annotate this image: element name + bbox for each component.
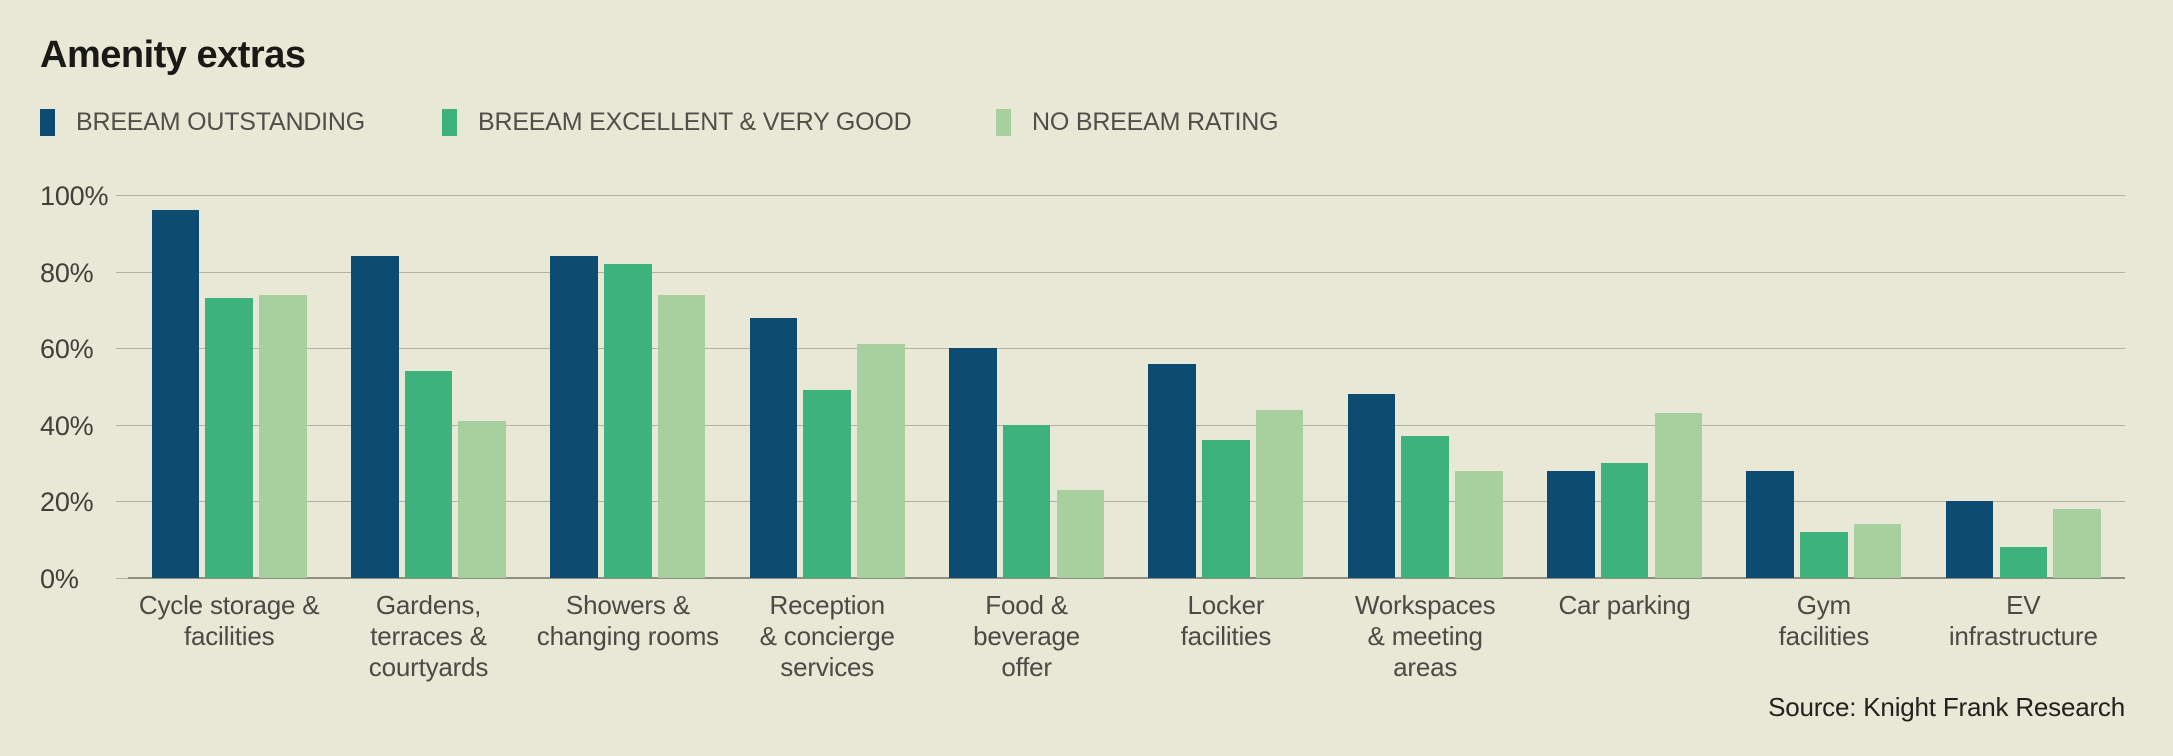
bar-no-breeam-rating	[1056, 489, 1105, 578]
x-axis-category-label: Car parking	[1558, 590, 1691, 620]
bar-breeam-outstanding	[151, 210, 200, 578]
bar-breeam-excellent-very-good	[1002, 424, 1051, 578]
bar-breeam-outstanding	[1347, 394, 1396, 578]
bar-breeam-excellent-very-good	[604, 263, 652, 578]
x-axis-category-label: Showers & changing rooms	[536, 590, 719, 651]
y-axis-tick	[116, 577, 128, 579]
bar-no-breeam-rating	[857, 344, 905, 578]
y-axis-label: 100%	[40, 181, 109, 211]
bar-breeam-excellent-very-good	[1999, 547, 2048, 578]
y-axis-label: 80%	[40, 258, 94, 288]
bar-no-breeam-rating	[657, 294, 706, 578]
bar-no-breeam-rating	[1853, 524, 1902, 578]
x-axis-category-label: Workspaces & meeting areas	[1354, 590, 1496, 682]
gridline	[128, 347, 2125, 349]
bar-breeam-outstanding	[749, 317, 798, 578]
x-axis-category-label: Gardens, terraces & courtyards	[368, 590, 489, 682]
gridline	[128, 194, 2125, 196]
x-axis-category-label: Locker facilities	[1180, 590, 1272, 651]
y-axis-label: 0%	[40, 564, 79, 594]
bar-breeam-excellent-very-good	[1800, 532, 1848, 578]
y-axis-label: 20%	[40, 487, 94, 517]
x-axis-category-label: Cycle storage & facilities	[138, 590, 320, 651]
legend-item-label: NO BREEAM RATING	[1032, 108, 1279, 136]
bar-breeam-outstanding	[1945, 501, 1994, 578]
bar-breeam-outstanding	[1746, 470, 1794, 578]
y-axis-label: 40%	[40, 411, 94, 441]
bar-no-breeam-rating	[1654, 413, 1703, 578]
legend-swatch	[996, 109, 1011, 136]
bar-no-breeam-rating	[1455, 470, 1503, 578]
legend-swatch	[40, 109, 55, 136]
bar-breeam-excellent-very-good	[1401, 436, 1449, 578]
bar-breeam-excellent-very-good	[1202, 440, 1250, 578]
y-axis-label: 60%	[40, 334, 94, 364]
x-axis-category-label: EV infrastructure	[1948, 590, 2098, 651]
bar-breeam-excellent-very-good	[1600, 463, 1649, 578]
y-axis-tick	[116, 424, 128, 426]
chart-title: Amenity extras	[40, 34, 306, 76]
y-axis-tick	[116, 500, 128, 502]
bar-no-breeam-rating	[1255, 409, 1304, 578]
y-axis-tick	[116, 194, 128, 196]
x-axis-category-label: Gym facilities	[1778, 590, 1870, 651]
bar-breeam-excellent-very-good	[803, 390, 851, 578]
gridline	[128, 271, 2125, 273]
bar-breeam-outstanding	[1148, 363, 1196, 578]
bar-no-breeam-rating	[458, 421, 506, 578]
gridline	[128, 424, 2125, 426]
legend-swatch	[442, 109, 457, 136]
gridline	[128, 500, 2125, 502]
bar-breeam-excellent-very-good	[404, 371, 453, 578]
bar-breeam-outstanding	[949, 348, 997, 578]
source-caption: Source: Knight Frank Research	[1768, 692, 2125, 722]
bar-breeam-outstanding	[351, 256, 399, 578]
y-axis-tick	[116, 347, 128, 349]
x-axis-line	[128, 577, 2125, 579]
x-axis-category-label: Food & beverage offer	[973, 590, 1080, 682]
bar-breeam-outstanding	[1547, 470, 1595, 578]
bar-breeam-excellent-very-good	[205, 298, 253, 578]
bar-no-breeam-rating	[2053, 509, 2101, 578]
y-axis-tick	[116, 271, 128, 273]
bar-no-breeam-rating	[259, 294, 307, 578]
legend-item-label: BREEAM OUTSTANDING	[76, 108, 366, 136]
bar-breeam-outstanding	[550, 256, 598, 578]
legend-item-label: BREEAM EXCELLENT & VERY GOOD	[478, 108, 912, 136]
x-axis-category-label: Reception & concierge services	[759, 590, 895, 682]
